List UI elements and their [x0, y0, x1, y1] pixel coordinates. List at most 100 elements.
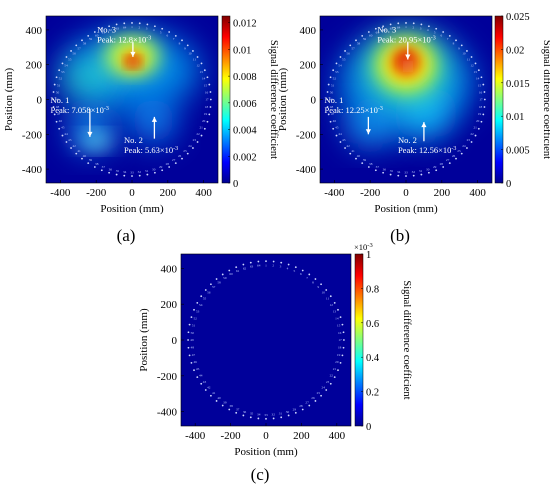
sensor-number: 6 — [300, 272, 302, 276]
sensor-dot — [215, 400, 218, 402]
y-tick-label: 400 — [161, 263, 178, 275]
sensor-number: 48 — [191, 346, 195, 350]
sensor-dot — [326, 91, 329, 93]
sensor-dot — [397, 174, 400, 177]
sensor-dot — [337, 369, 339, 372]
sensor-number: 31 — [279, 412, 283, 416]
annotation-arrowhead — [87, 131, 93, 137]
y-tick-label: -200 — [157, 371, 178, 383]
sensor-number: 3 — [280, 265, 282, 269]
sensor-ring: 1 2 3 4567891011121314151617181920212223242… — [326, 22, 486, 177]
sensor-dot — [65, 56, 68, 58]
x-tick-label: -200 — [360, 187, 381, 199]
sensor-dot — [280, 416, 283, 419]
sensor-dot — [190, 316, 193, 319]
sensor-dot — [196, 376, 199, 379]
sensor-number: 57 — [212, 285, 216, 289]
sensor-dot — [427, 25, 430, 28]
sensor-number: 61 — [236, 269, 240, 273]
sensor-dot — [337, 308, 339, 311]
sensor-dot — [87, 162, 90, 165]
sensor-dot — [55, 76, 58, 79]
x-tick-label: 400 — [469, 187, 486, 199]
sensor-number: 5 — [293, 269, 295, 273]
sensor-number: 57 — [77, 46, 81, 50]
sensor-number: 9 — [317, 285, 319, 289]
sensor-number: 24 — [322, 386, 326, 390]
colorbar-tick-label: 1 — [366, 250, 371, 261]
sensor-dot — [327, 83, 330, 86]
sensor-dot — [75, 152, 78, 155]
sensor-dot — [314, 278, 317, 280]
sensor-number: 29 — [159, 165, 163, 169]
sensor-dot — [320, 283, 322, 286]
sensor-number: 42 — [72, 144, 76, 148]
colorbar-tick-label: 0.008 — [233, 72, 257, 83]
sensor-dot — [327, 113, 330, 116]
heatmap-field — [320, 16, 492, 183]
sensor-dot — [257, 260, 260, 263]
colorbar-gradient — [494, 15, 504, 184]
sensor-dot — [75, 44, 78, 47]
sensor-number: 21 — [333, 367, 337, 371]
sensor-number: 32 — [138, 170, 142, 174]
x-tick-label: 200 — [434, 187, 451, 199]
sensor-number: 4 — [153, 28, 155, 32]
sensor-dot — [301, 269, 304, 272]
sensor-number: 50 — [330, 91, 334, 95]
sensor-dot — [341, 323, 344, 326]
sensor-number: 59 — [363, 37, 367, 41]
sensor-number: 17 — [479, 98, 483, 102]
sensor-dot — [326, 98, 329, 101]
sensor-number: 54 — [64, 63, 68, 67]
sensor-dot — [333, 301, 336, 304]
sensor-number: 48 — [56, 105, 60, 109]
sensor-dot — [480, 120, 483, 123]
sensor-dot — [138, 174, 141, 177]
colorbar-tick-label: 0.02 — [506, 45, 524, 56]
sensor-number: 27 — [446, 158, 450, 162]
sensor-number: 55 — [68, 57, 72, 61]
sensor-dot — [280, 261, 283, 264]
sensor-number: 64 — [257, 264, 261, 268]
sensor-number: 8 — [179, 41, 181, 45]
sensor-dot — [320, 394, 322, 397]
sensor-dot — [265, 417, 267, 420]
annotation-peak: Peak: 5.63×10-3 — [124, 145, 178, 155]
sensor-dot — [349, 152, 352, 155]
sensor-number: 5 — [434, 31, 436, 35]
x-tick-label: 400 — [195, 187, 212, 199]
sensor-dot — [210, 283, 212, 286]
sensor-dot — [466, 147, 468, 149]
sensor-number: 32 — [412, 170, 416, 174]
sensor-dot — [168, 166, 171, 168]
sensor-dot — [221, 404, 224, 407]
sensor-dot — [249, 416, 252, 419]
y-tick-label: 200 — [26, 60, 43, 72]
sensor-number: 34 — [257, 413, 261, 417]
x-tick-label: -200 — [86, 187, 107, 199]
sensor-dot — [228, 408, 231, 411]
sensor-number: 46 — [59, 119, 63, 123]
annotation-peak: Peak: 12.8×10-3 — [97, 35, 151, 45]
y-tick-label: -400 — [296, 164, 317, 176]
sensor-dot — [161, 27, 164, 30]
sensor-dot — [325, 289, 328, 291]
sensor-number: 15 — [204, 84, 208, 88]
sensor-number: 24 — [188, 144, 192, 148]
sensor-number: 23 — [467, 138, 471, 142]
sensor-dot — [81, 157, 83, 160]
sensor-dot — [389, 23, 392, 26]
colorbar-tick-label: 0.01 — [506, 112, 524, 123]
sensor-dot — [187, 331, 190, 334]
sensor-number: 58 — [217, 280, 221, 284]
sensor-number: 51 — [192, 324, 196, 328]
sensor-number: 39 — [363, 158, 367, 162]
sensor-number: 2 — [138, 25, 140, 29]
sensor-dot — [389, 173, 392, 176]
heatmap-blob — [346, 106, 394, 145]
sensor-number: 51 — [57, 84, 61, 88]
annotation-arrowhead — [151, 116, 157, 122]
